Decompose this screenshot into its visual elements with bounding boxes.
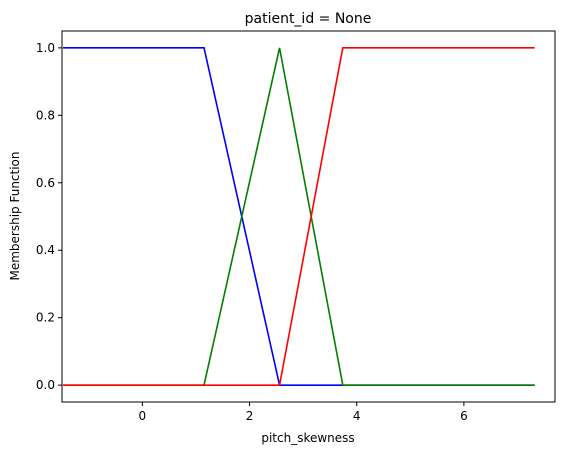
plot-frame xyxy=(61,30,556,403)
y-tick-label: 0.6 xyxy=(36,176,55,190)
y-tick-label: 0.2 xyxy=(36,311,55,325)
series-line-3 xyxy=(63,47,535,386)
x-axis: 0 2 4 6 xyxy=(139,402,468,423)
y-tick-label: 0.4 xyxy=(36,243,55,257)
series-line-2 xyxy=(63,47,535,386)
y-tick-label: 0.0 xyxy=(36,378,55,392)
x-tick-label: 0 xyxy=(139,409,147,423)
y-axis-title: Membership Function xyxy=(8,151,22,280)
x-tick-label: 6 xyxy=(460,409,468,423)
x-tick-label: 4 xyxy=(353,409,361,423)
series-line-1 xyxy=(63,47,535,386)
chart-title: patient_id = None xyxy=(245,11,372,27)
y-tick-label: 0.8 xyxy=(36,108,55,122)
x-tick-label: 2 xyxy=(246,409,254,423)
series-layer xyxy=(63,47,535,386)
x-axis-title: pitch_skewness xyxy=(261,431,354,445)
y-axis: 0.0 0.2 0.4 0.6 0.8 1.0 xyxy=(36,41,62,392)
y-tick-label: 1.0 xyxy=(36,41,55,55)
